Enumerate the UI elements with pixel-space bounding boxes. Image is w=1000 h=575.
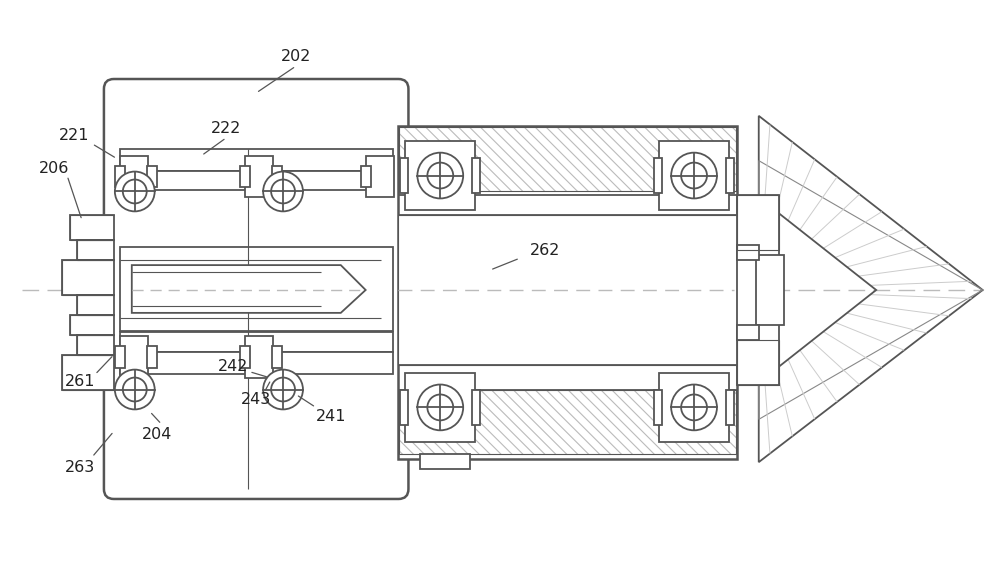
Bar bbox=[120, 156, 148, 197]
Bar bbox=[400, 389, 408, 426]
Text: 241: 241 bbox=[316, 409, 346, 424]
Text: 222: 222 bbox=[211, 121, 242, 136]
Text: 261: 261 bbox=[65, 374, 95, 389]
Bar bbox=[62, 260, 114, 295]
FancyBboxPatch shape bbox=[104, 79, 408, 499]
Polygon shape bbox=[132, 265, 366, 313]
Bar bbox=[399, 389, 736, 454]
Bar bbox=[272, 346, 282, 367]
Circle shape bbox=[417, 152, 463, 198]
Circle shape bbox=[427, 163, 453, 189]
Bar bbox=[361, 166, 371, 187]
Bar bbox=[240, 346, 250, 367]
Bar bbox=[147, 346, 157, 367]
Text: 262: 262 bbox=[530, 243, 560, 258]
Bar bbox=[115, 346, 125, 367]
Bar bbox=[400, 158, 408, 193]
Bar bbox=[726, 389, 734, 426]
Circle shape bbox=[671, 152, 717, 198]
Circle shape bbox=[263, 171, 303, 212]
Bar bbox=[405, 373, 475, 442]
Circle shape bbox=[271, 378, 295, 401]
Circle shape bbox=[417, 385, 463, 430]
Text: 202: 202 bbox=[281, 49, 311, 64]
Bar bbox=[659, 141, 729, 210]
Bar bbox=[120, 336, 148, 378]
Bar bbox=[272, 166, 282, 187]
Bar bbox=[115, 166, 125, 187]
Bar bbox=[398, 216, 737, 365]
Bar bbox=[737, 325, 759, 340]
Bar bbox=[77, 295, 114, 315]
Bar bbox=[70, 315, 114, 335]
Bar bbox=[70, 216, 114, 240]
Bar bbox=[472, 389, 480, 426]
Bar bbox=[737, 196, 779, 250]
Bar bbox=[77, 240, 114, 260]
Bar bbox=[737, 245, 759, 260]
Bar bbox=[120, 332, 393, 352]
Circle shape bbox=[681, 163, 707, 189]
Circle shape bbox=[671, 385, 717, 430]
Bar bbox=[120, 247, 393, 331]
Bar bbox=[147, 166, 157, 187]
Text: 204: 204 bbox=[141, 427, 172, 442]
Bar bbox=[77, 335, 114, 355]
Text: 242: 242 bbox=[218, 359, 248, 374]
Circle shape bbox=[271, 179, 295, 204]
Bar bbox=[756, 255, 784, 325]
Bar bbox=[398, 126, 737, 459]
Text: 263: 263 bbox=[65, 459, 95, 474]
Bar bbox=[366, 156, 394, 197]
Circle shape bbox=[115, 370, 155, 409]
Bar bbox=[659, 373, 729, 442]
Bar bbox=[399, 126, 736, 191]
Bar bbox=[120, 149, 393, 171]
Circle shape bbox=[115, 171, 155, 212]
Bar bbox=[240, 166, 250, 187]
Text: 221: 221 bbox=[59, 128, 89, 143]
Bar bbox=[245, 156, 273, 197]
Bar bbox=[654, 389, 662, 426]
Bar bbox=[737, 340, 779, 385]
Text: 206: 206 bbox=[39, 161, 69, 176]
Circle shape bbox=[123, 378, 147, 401]
Text: 243: 243 bbox=[241, 392, 271, 407]
Bar bbox=[120, 171, 393, 190]
Bar bbox=[726, 158, 734, 193]
Bar bbox=[420, 454, 470, 469]
Bar bbox=[62, 355, 114, 389]
Circle shape bbox=[427, 394, 453, 420]
Circle shape bbox=[263, 370, 303, 409]
Bar bbox=[405, 141, 475, 210]
Bar bbox=[245, 336, 273, 378]
Bar bbox=[654, 158, 662, 193]
Circle shape bbox=[123, 179, 147, 204]
Bar bbox=[737, 196, 779, 385]
Circle shape bbox=[681, 394, 707, 420]
Bar bbox=[472, 158, 480, 193]
Bar bbox=[120, 352, 393, 374]
